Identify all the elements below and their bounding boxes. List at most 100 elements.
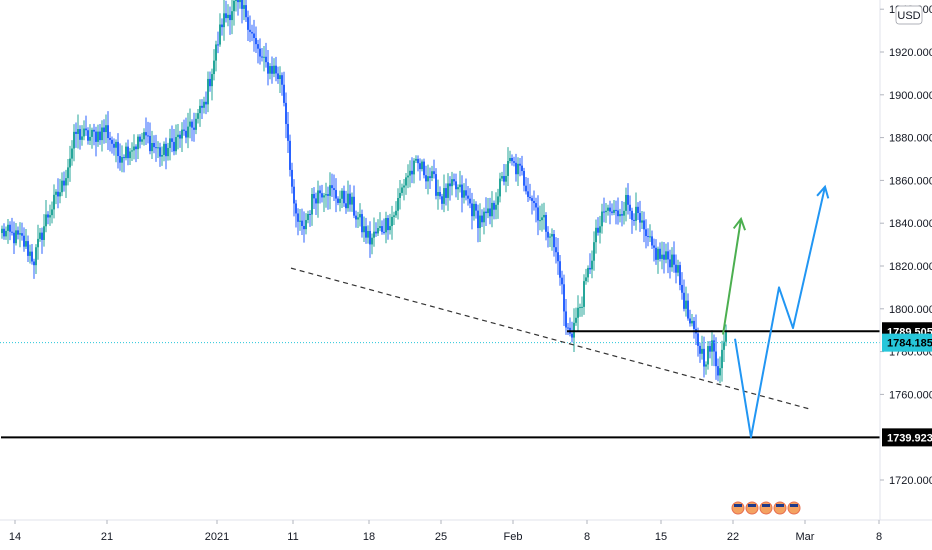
candle-body bbox=[189, 121, 191, 127]
candle-body bbox=[577, 307, 579, 318]
candle-body bbox=[17, 230, 19, 235]
event-flag-icon[interactable] bbox=[787, 501, 801, 515]
candle-body bbox=[133, 146, 135, 151]
event-flag-icon[interactable] bbox=[731, 501, 745, 515]
candle-body bbox=[681, 284, 683, 293]
candle-body bbox=[321, 193, 323, 198]
candle-body bbox=[553, 234, 555, 248]
candle-body bbox=[23, 235, 25, 247]
candle-body bbox=[193, 127, 195, 130]
event-flag-icon[interactable] bbox=[773, 501, 787, 515]
candle-body bbox=[219, 24, 221, 45]
candle-body bbox=[703, 348, 705, 367]
candle-body bbox=[491, 202, 493, 217]
price-tick-label: 1820.000 bbox=[889, 261, 932, 273]
candle-body bbox=[41, 232, 43, 240]
candle-body bbox=[411, 170, 413, 175]
price-tag-box bbox=[882, 428, 932, 447]
candle-body bbox=[281, 75, 283, 85]
candle-body bbox=[627, 194, 629, 205]
candle-body bbox=[605, 210, 607, 213]
candle-body bbox=[395, 210, 397, 216]
candle-body bbox=[185, 130, 187, 138]
candle-body bbox=[59, 192, 61, 197]
candle-body bbox=[641, 220, 643, 223]
candle-body bbox=[617, 210, 619, 217]
candle-body bbox=[507, 161, 509, 176]
candle-body bbox=[15, 230, 17, 244]
currency-box[interactable]: USD bbox=[895, 5, 923, 25]
projection-arrow-path[interactable] bbox=[734, 186, 826, 439]
candle-body bbox=[461, 184, 463, 198]
candle-body bbox=[375, 231, 377, 234]
candle-body bbox=[357, 217, 359, 220]
time-tick-label: 14 bbox=[9, 531, 21, 543]
candle-body bbox=[265, 56, 267, 63]
candle-body bbox=[345, 203, 347, 209]
candle-body bbox=[625, 194, 627, 211]
candle-body bbox=[483, 211, 485, 223]
candle-body bbox=[231, 11, 233, 21]
event-flag-icon[interactable] bbox=[745, 501, 759, 515]
currency-label: USD bbox=[897, 10, 920, 22]
candle-body bbox=[367, 230, 369, 238]
candle-body bbox=[191, 121, 193, 128]
time-axis[interactable]: 14 21 2021 11 18 25 Feb 8 15 22 Mar 8 bbox=[0, 519, 932, 543]
candle-body bbox=[169, 138, 171, 148]
candle-body bbox=[117, 141, 119, 157]
candle-body bbox=[335, 190, 337, 199]
candle-body bbox=[645, 229, 647, 237]
candle-body bbox=[701, 348, 703, 354]
candle-body bbox=[541, 217, 543, 221]
candle-body bbox=[619, 214, 621, 217]
candle-body bbox=[89, 136, 91, 141]
candle-body bbox=[1, 228, 3, 234]
candle-body bbox=[621, 214, 623, 216]
candle-body bbox=[145, 132, 147, 136]
flag-stripe-icon bbox=[776, 504, 784, 507]
candle-body bbox=[381, 226, 383, 232]
candle-body bbox=[39, 232, 41, 239]
candle-body bbox=[329, 185, 331, 196]
candle-body bbox=[589, 267, 591, 270]
candle-body bbox=[125, 146, 127, 159]
candle-body bbox=[7, 224, 9, 231]
candle-body bbox=[433, 171, 435, 175]
candle-body bbox=[457, 187, 459, 190]
candle-body bbox=[51, 209, 53, 216]
candles-layer bbox=[1, 0, 727, 384]
candle-body bbox=[91, 129, 93, 137]
projection-arrow-head bbox=[816, 184, 830, 199]
candle-body bbox=[401, 187, 403, 193]
candle-body bbox=[343, 190, 345, 204]
candle-body bbox=[487, 208, 489, 214]
candle-body bbox=[75, 131, 77, 134]
candle-body bbox=[591, 260, 593, 270]
event-flag-icon[interactable] bbox=[759, 501, 773, 515]
candle-body bbox=[467, 195, 469, 199]
price-tick-label: 1900.000 bbox=[889, 90, 932, 102]
candle-body bbox=[339, 198, 341, 203]
candle-body bbox=[221, 24, 223, 28]
candle-body bbox=[181, 129, 183, 139]
candle-body bbox=[99, 131, 101, 141]
candle-body bbox=[77, 129, 79, 134]
economic-events-icons[interactable] bbox=[731, 501, 801, 515]
candle-body bbox=[689, 318, 691, 324]
candle-body bbox=[187, 126, 189, 138]
candle-body bbox=[511, 157, 513, 162]
projection-arrow-path[interactable] bbox=[722, 218, 742, 335]
candle-body bbox=[385, 218, 387, 233]
candle-body bbox=[61, 180, 63, 193]
candle-body bbox=[315, 198, 317, 204]
candle-body bbox=[451, 179, 453, 187]
candle-body bbox=[45, 214, 47, 227]
candle-body bbox=[529, 196, 531, 199]
candle-body bbox=[687, 300, 689, 319]
candle-body bbox=[5, 230, 7, 237]
candle-body bbox=[217, 44, 219, 46]
candle-body bbox=[403, 185, 405, 188]
candle-body bbox=[171, 138, 173, 142]
trendline-dashed[interactable] bbox=[290, 267, 812, 410]
